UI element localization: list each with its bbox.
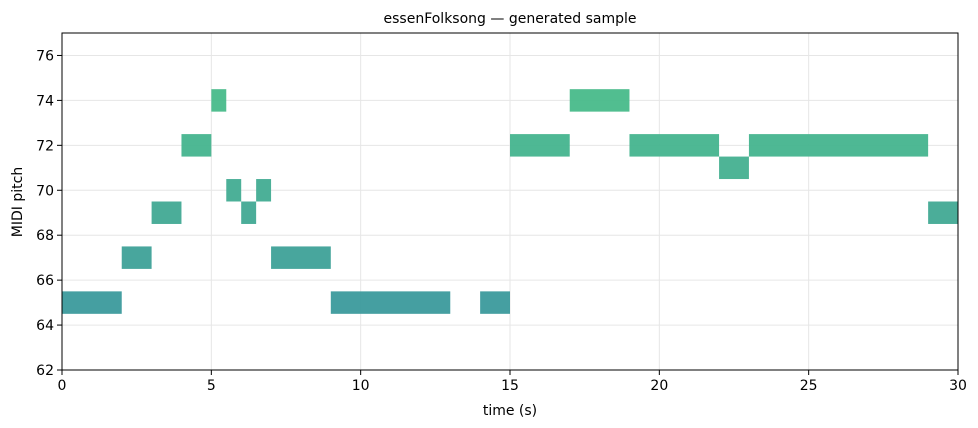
- notes: [62, 89, 958, 314]
- note-bar: [211, 89, 227, 112]
- note-bar: [121, 246, 152, 269]
- note-bar: [226, 179, 242, 202]
- chart-title: essenFolksong — generated sample: [384, 11, 637, 27]
- note-bar: [256, 179, 272, 202]
- y-tick-label: 66: [36, 273, 54, 289]
- note-bar: [480, 291, 510, 314]
- x-tick-label: 20: [650, 378, 668, 394]
- note-bar: [510, 134, 570, 157]
- note-bar: [271, 246, 331, 269]
- y-tick-label: 74: [36, 93, 54, 109]
- x-axis-label: time (s): [483, 403, 537, 419]
- y-axis-label: MIDI pitch: [10, 167, 26, 237]
- x-tick-label: 5: [207, 378, 216, 394]
- x-tick-label: 10: [352, 378, 370, 394]
- y-tick-label: 64: [36, 318, 54, 334]
- note-bar: [62, 291, 122, 314]
- note-bar: [928, 201, 958, 224]
- x-tick-label: 0: [58, 378, 67, 394]
- note-bar: [569, 89, 630, 112]
- note-bar: [629, 134, 720, 157]
- note-bar: [181, 134, 212, 157]
- ticks: 0 5 10 15 20 25 30 62 64 66 68 70 72 74 76: [36, 48, 967, 394]
- x-tick-label: 25: [800, 378, 818, 394]
- y-tick-label: 76: [36, 48, 54, 64]
- y-tick-label: 70: [36, 183, 54, 199]
- grid: [61, 33, 959, 371]
- x-tick-label: 15: [501, 378, 519, 394]
- y-tick-label: 62: [36, 363, 54, 379]
- note-bar: [330, 291, 451, 314]
- x-tick-label: 30: [949, 378, 967, 394]
- y-tick-label: 68: [36, 228, 54, 244]
- note-bar: [241, 201, 257, 224]
- y-tick-label: 72: [36, 138, 54, 154]
- note-bar: [151, 201, 182, 224]
- note-bar: [748, 134, 929, 157]
- note-bar: [719, 156, 749, 180]
